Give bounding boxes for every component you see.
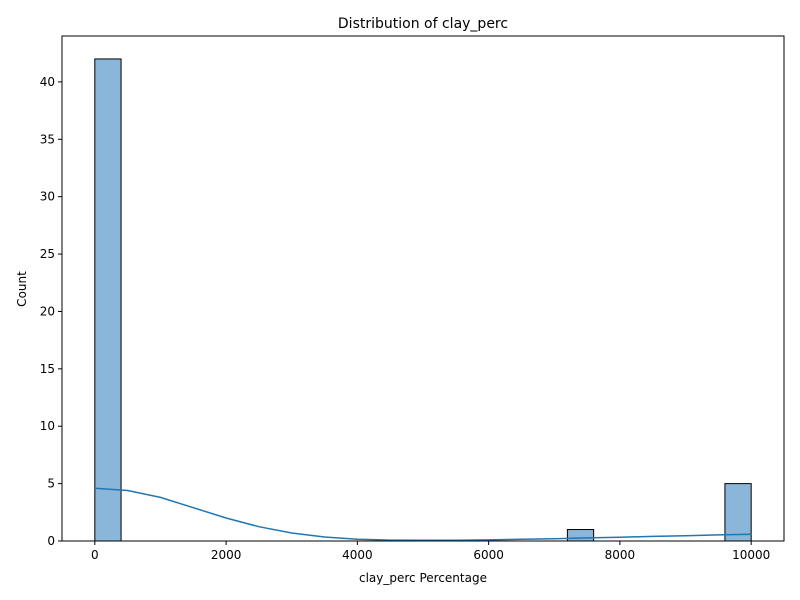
- x-tick-label: 10000: [732, 548, 770, 562]
- y-axis: 0 5 10 15 20 25 30 35 40: [40, 75, 62, 548]
- y-tick-label: 5: [47, 477, 55, 491]
- y-tick-label: 35: [40, 132, 55, 146]
- y-tick-label: 10: [40, 419, 55, 433]
- plot-frame: [61, 35, 785, 542]
- histogram-bar: [724, 483, 752, 542]
- y-tick-label: 25: [40, 247, 55, 261]
- x-axis-label: clay_perc Percentage: [359, 571, 487, 585]
- x-tick-label: 0: [91, 548, 99, 562]
- x-tick-label: 4000: [342, 548, 373, 562]
- histogram-bar: [94, 58, 122, 542]
- x-tick-label: 2000: [211, 548, 242, 562]
- chart-title: Distribution of clay_perc: [338, 16, 508, 32]
- x-tick-label: 8000: [605, 548, 636, 562]
- x-tick-label: 6000: [473, 548, 504, 562]
- y-tick-label: 15: [40, 362, 55, 376]
- y-axis-label: Count: [15, 271, 29, 307]
- y-tick-label: 40: [40, 75, 55, 89]
- histogram-bar: [566, 529, 595, 542]
- y-tick-label: 30: [40, 190, 55, 204]
- x-axis: 0 2000 4000 6000 8000 10000: [91, 541, 770, 562]
- kde-line: [94, 487, 752, 542]
- y-tick-label: 20: [40, 304, 55, 318]
- bars-group: [94, 58, 752, 542]
- y-tick-label: 0: [47, 534, 55, 548]
